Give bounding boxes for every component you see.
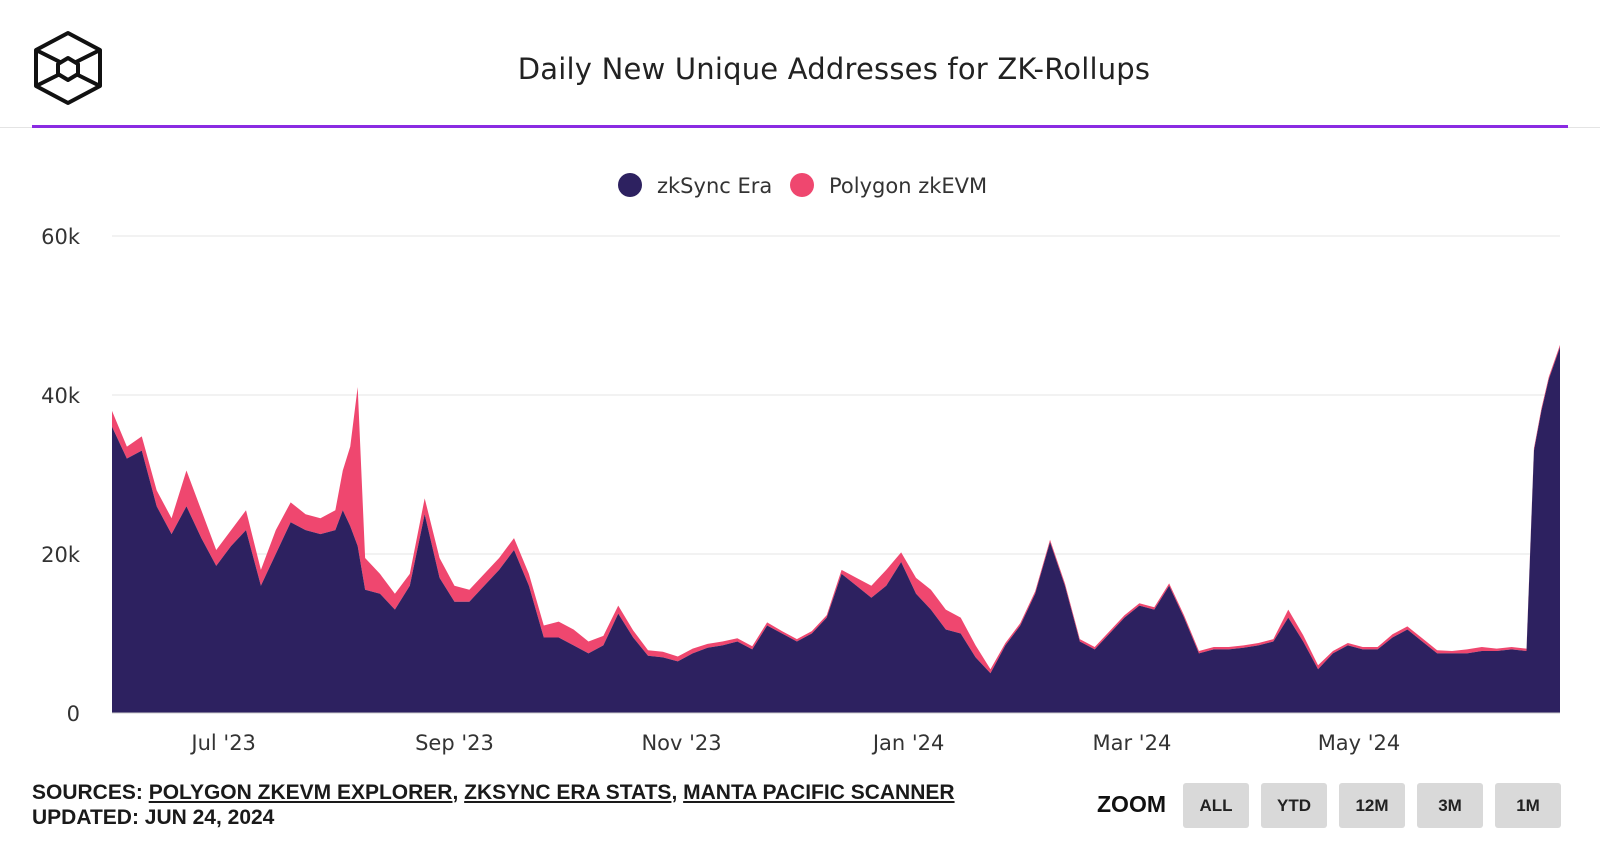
y-axis: 0 20k 40k 60k — [41, 225, 81, 726]
header-accent-rule — [32, 125, 1568, 128]
logo-icon — [34, 31, 102, 105]
sources-label: SOURCES: — [32, 781, 143, 804]
x-tick-label: Jul '23 — [189, 731, 256, 755]
series-area-zksync-era[interactable] — [112, 347, 1560, 713]
legend-item-polygon-zkevm[interactable]: Polygon zkEVM — [790, 173, 987, 198]
y-tick-label: 0 — [67, 702, 80, 726]
updated-date: UPDATED: JUN 24, 2024 — [32, 806, 275, 829]
y-tick-label: 60k — [41, 225, 81, 249]
sources-block: SOURCES: POLYGON ZKEVM EXPLORER, ZKSYNC … — [32, 780, 955, 830]
x-tick-label: Mar '24 — [1093, 731, 1172, 755]
chart-legend[interactable]: zkSync Era Polygon zkEVM — [618, 173, 987, 198]
legend-label: Polygon zkEVM — [829, 174, 987, 198]
y-tick-label: 40k — [41, 384, 81, 408]
zoom-label: ZOOM — [1097, 791, 1166, 817]
chart-series-areas[interactable] — [112, 344, 1560, 713]
zoom-3m-button[interactable]: 3M — [1417, 783, 1483, 828]
zoom-ytd-button[interactable]: YTD — [1261, 783, 1327, 828]
chart[interactable]: zkSync Era Polygon zkEVM 0 20k 40k 60k Jul '… — [0, 140, 1600, 765]
x-tick-label: Nov '23 — [641, 731, 721, 755]
zoom-12m-button[interactable]: 12M — [1339, 783, 1405, 828]
zoom-all-button[interactable]: ALL — [1183, 783, 1249, 828]
page-title: Daily New Unique Addresses for ZK-Rollup… — [517, 52, 1151, 86]
zoom-1m-button[interactable]: 1M — [1495, 783, 1561, 828]
chart-gridlines — [112, 235, 1560, 555]
sources-line: SOURCES: POLYGON ZKEVM EXPLORER, ZKSYNC … — [32, 781, 955, 804]
x-tick-label: Sep '23 — [415, 731, 494, 755]
legend-item-zksync-era[interactable]: zkSync Era — [618, 173, 772, 198]
series-area-polygon-zkevm[interactable] — [112, 344, 1560, 674]
legend-swatch — [790, 173, 814, 197]
legend-label: zkSync Era — [657, 174, 772, 198]
source-link-polygon[interactable]: POLYGON ZKEVM EXPLORER — [148, 781, 453, 804]
legend-swatch — [618, 173, 642, 197]
y-tick-label: 20k — [41, 543, 81, 567]
x-tick-label: May '24 — [1318, 731, 1401, 755]
x-axis: Jul '23 Sep '23 Nov '23 Jan '24 Mar '24 May '… — [112, 712, 1560, 755]
source-link-manta[interactable]: MANTA PACIFIC SCANNER — [683, 781, 955, 804]
source-link-zksync[interactable]: ZKSYNC ERA STATS — [464, 781, 672, 804]
x-tick-label: Jan '24 — [871, 731, 945, 755]
